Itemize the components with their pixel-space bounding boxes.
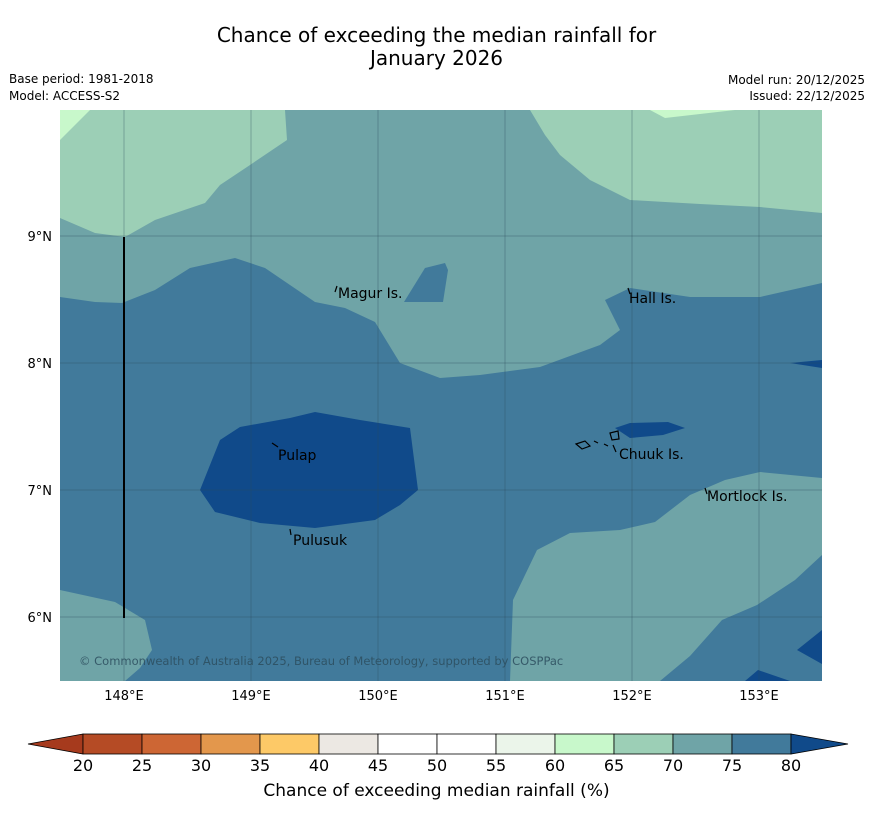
colorbar-tick-75: 75 — [722, 756, 742, 775]
place-mortlock: Mortlock Is. — [707, 489, 787, 505]
colorbar-segment-35-40 — [259, 733, 320, 755]
band-80plus-chuuk — [615, 422, 685, 438]
colorbar-arrow-low — [27, 733, 84, 755]
colorbar-tick-60: 60 — [545, 756, 565, 775]
lon-label-148e: 148°E — [104, 689, 144, 704]
forecast-map: Magur Is. Hall Is. Pulap Chuuk Is. Mortl… — [28, 110, 822, 704]
issued-date: Issued: 22/12/2025 — [749, 89, 865, 103]
colorbar-segment-70-75 — [672, 733, 733, 755]
lon-label-150e: 150°E — [358, 689, 398, 704]
colorbar-tick-35: 35 — [250, 756, 270, 775]
chart-title-line2: January 2026 — [369, 46, 504, 70]
band-70-75-southeast — [510, 472, 822, 681]
model-name: Model: ACCESS-S2 — [9, 89, 121, 103]
colorbar-tick-65: 65 — [604, 756, 624, 775]
band-80plus-south — [745, 670, 790, 681]
band-60-65-nw-corner — [60, 110, 90, 140]
colorbar-ticks: 20 25 30 35 40 45 50 55 60 65 70 75 80 — [73, 756, 801, 775]
lat-label-6n: 6°N — [28, 611, 53, 626]
lat-label-9n: 9°N — [28, 230, 53, 245]
map-fill — [60, 110, 822, 681]
colorbar-segment-30-35 — [200, 733, 261, 755]
colorbar-segment-50-55 — [436, 733, 497, 755]
colorbar-segments — [27, 733, 849, 755]
model-run-date: Model run: 20/12/2025 — [727, 73, 865, 87]
island-outlines — [271, 285, 708, 536]
colorbar-arrow-high — [790, 733, 849, 755]
colorbar-segment-40-45 — [318, 733, 379, 755]
band-80plus-east — [790, 360, 822, 368]
place-pulap: Pulap — [278, 448, 317, 464]
band-80plus-pulap — [200, 412, 418, 528]
mortlock-island-outline — [704, 487, 708, 495]
chart-title-line1: Chance of exceeding the median rainfall … — [216, 23, 657, 47]
band-75-80-magur — [404, 263, 448, 302]
colorbar-segment-45-50 — [377, 733, 438, 755]
place-chuuk: Chuuk Is. — [619, 447, 684, 463]
lat-label-7n: 7°N — [28, 484, 53, 499]
pulusuk-island-outline — [289, 528, 292, 536]
band-65-70-northeast — [530, 110, 822, 213]
colorbar-tick-70: 70 — [663, 756, 683, 775]
colorbar-segment-25-30 — [141, 733, 202, 755]
base-period: Base period: 1981-2018 — [9, 72, 154, 86]
colorbar-tick-55: 55 — [486, 756, 506, 775]
colorbar-tick-30: 30 — [191, 756, 211, 775]
lon-label-151e: 151°E — [485, 689, 525, 704]
copyright-notice: © Commonwealth of Australia 2025, Bureau… — [79, 654, 563, 668]
colorbar-tick-80: 80 — [781, 756, 801, 775]
colorbar-tick-45: 45 — [368, 756, 388, 775]
colorbar-tick-50: 50 — [427, 756, 447, 775]
lon-label-153e: 153°E — [739, 689, 779, 704]
place-magur: Magur Is. — [338, 286, 403, 302]
colorbar-tick-25: 25 — [132, 756, 152, 775]
magur-island-outline — [334, 285, 338, 293]
band-60-65-ne-corner — [650, 110, 735, 118]
colorbar-segment-20-25 — [82, 733, 143, 755]
band-80plus-southeast — [797, 630, 822, 664]
colorbar-segment-75-80 — [731, 733, 792, 755]
hall-island-outline — [627, 287, 631, 295]
colorbar-segment-60-65 — [554, 733, 615, 755]
lon-label-152e: 152°E — [612, 689, 652, 704]
pulap-island-outline — [271, 442, 279, 448]
band-70-75-southwest — [60, 590, 152, 681]
place-hall: Hall Is. — [629, 291, 676, 307]
colorbar-segment-65-70 — [613, 733, 674, 755]
colorbar-tick-20: 20 — [73, 756, 93, 775]
band-65-70-northwest — [60, 110, 287, 237]
chuuk-islands-outline — [574, 430, 620, 453]
place-pulusuk: Pulusuk — [293, 533, 348, 549]
colorbar-segment-55-60 — [495, 733, 556, 755]
colorbar-tick-40: 40 — [309, 756, 329, 775]
lon-label-149e: 149°E — [231, 689, 271, 704]
colorbar-label: Chance of exceeding median rainfall (%) — [263, 781, 610, 801]
lat-label-8n: 8°N — [28, 357, 53, 372]
